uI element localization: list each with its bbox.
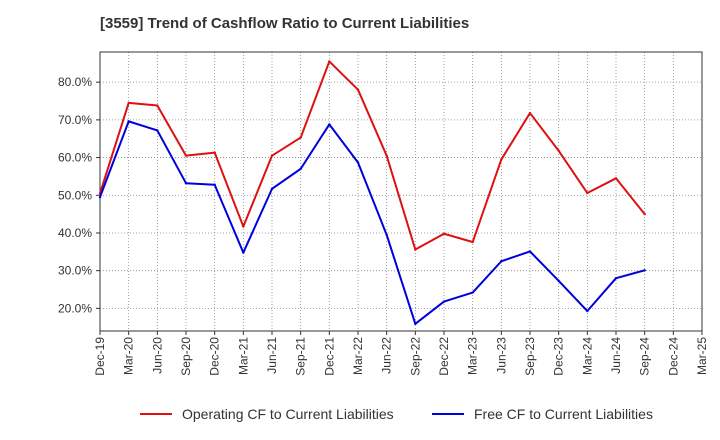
x-tick-label: Mar-24 — [580, 337, 594, 375]
data-point — [557, 149, 560, 152]
x-tick-label: Mar-23 — [466, 337, 480, 375]
x-tick-label: Dec-20 — [208, 337, 222, 376]
legend: Operating CF to Current Liabilities Free … — [140, 406, 653, 422]
data-point — [156, 104, 159, 107]
plot-area — [100, 52, 702, 331]
x-tick-label: Jun-23 — [494, 337, 508, 374]
x-tick-label: Sep-21 — [294, 337, 308, 376]
x-tick-label: Mar-22 — [351, 337, 365, 375]
data-point — [471, 291, 474, 294]
series-lines — [98, 60, 646, 326]
y-axis: 20.0% 30.0% 40.0% 50.0% 60.0% 70.0% 80.0% — [58, 75, 100, 315]
x-tick-label: Sep-24 — [638, 337, 652, 376]
data-point — [356, 88, 360, 91]
data-point — [442, 232, 446, 235]
data-point — [270, 187, 274, 191]
data-point — [213, 151, 216, 154]
data-point — [414, 248, 417, 251]
data-point — [127, 101, 130, 105]
x-tick-label: Dec-23 — [552, 337, 566, 376]
x-tick-label: Dec-19 — [93, 337, 107, 376]
data-point — [184, 182, 188, 185]
series-line-1 — [99, 60, 646, 251]
x-tick-label: Sep-23 — [523, 337, 537, 376]
data-point — [643, 212, 646, 216]
data-point — [328, 123, 331, 126]
data-point — [385, 233, 388, 237]
y-tick-label: 60.0% — [58, 151, 92, 165]
x-tick-label: Dec-24 — [666, 337, 680, 376]
y-tick-label: 20.0% — [58, 301, 92, 315]
data-point — [213, 183, 216, 186]
x-tick-label: Dec-21 — [322, 337, 336, 376]
data-point — [270, 154, 274, 157]
data-point — [127, 120, 130, 123]
data-point — [414, 322, 417, 326]
x-tick-label: Jun-20 — [150, 337, 164, 374]
x-tick-label: Mar-21 — [236, 337, 250, 375]
legend-label: Free CF to Current Liabilities — [474, 406, 653, 422]
x-tick-label: Sep-22 — [408, 337, 422, 376]
y-tick-label: 40.0% — [58, 226, 92, 240]
data-point — [385, 154, 388, 157]
x-tick-label: Dec-22 — [437, 337, 451, 376]
data-point — [242, 225, 245, 228]
x-tick-label: Mar-20 — [122, 337, 136, 375]
data-point — [528, 111, 532, 115]
data-point — [500, 260, 503, 263]
chart-title: [3559] Trend of Cashflow Ratio to Curren… — [100, 15, 470, 32]
x-tick-label: Sep-20 — [179, 337, 193, 376]
data-point — [643, 269, 646, 272]
x-axis: Dec-19 Mar-20 Jun-20 Sep-20 Dec-20 Mar-21 Jun-… — [93, 331, 709, 376]
data-point — [471, 240, 474, 244]
data-point — [184, 154, 188, 157]
series-line-2 — [99, 120, 645, 325]
data-point — [500, 158, 503, 161]
data-point — [156, 129, 159, 132]
data-point — [586, 309, 589, 313]
y-tick-label: 80.0% — [58, 75, 92, 89]
data-point — [557, 279, 560, 283]
data-point — [242, 251, 245, 254]
legend-label: Operating CF to Current Liabilities — [182, 406, 394, 422]
x-tick-label: Jun-24 — [609, 337, 623, 374]
data-point — [98, 195, 102, 199]
data-point — [299, 167, 302, 171]
data-point — [299, 136, 302, 139]
data-point — [442, 300, 446, 303]
x-tick-label: Mar-25 — [695, 337, 709, 375]
y-tick-label: 30.0% — [58, 264, 92, 278]
data-point — [356, 161, 360, 164]
x-tick-label: Jun-21 — [265, 337, 279, 374]
data-point — [528, 250, 532, 253]
data-point — [614, 177, 618, 180]
y-tick-label: 70.0% — [58, 113, 92, 127]
x-tick-label: Jun-22 — [380, 337, 394, 374]
data-point — [586, 191, 589, 195]
grid-lines — [100, 52, 702, 331]
data-point — [614, 277, 618, 280]
data-point — [328, 60, 331, 63]
y-tick-label: 50.0% — [58, 188, 92, 202]
